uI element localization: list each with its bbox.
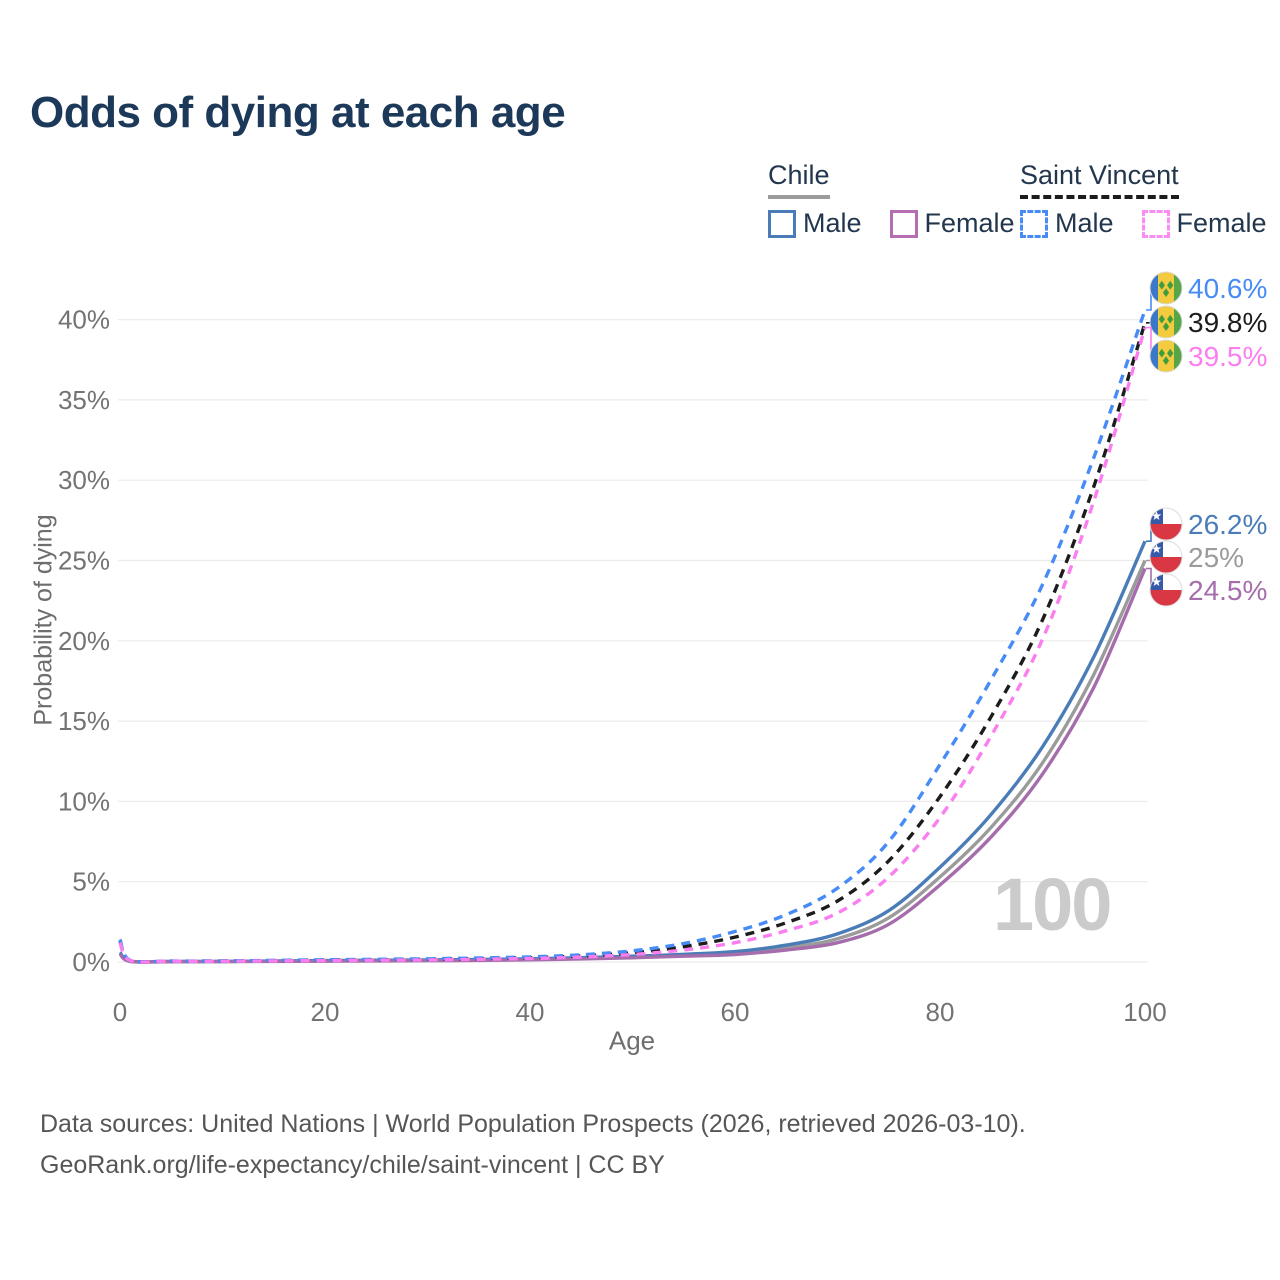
legend-group-chile: Chile Male Female — [768, 160, 1015, 239]
saint-vincent-flag-icon — [1149, 339, 1183, 373]
y-tick-label: 5% — [72, 867, 110, 897]
end-label-value: 24.5% — [1188, 575, 1267, 606]
saint-vincent-line-sample — [1020, 195, 1179, 199]
chile-line-sample — [768, 195, 830, 199]
y-tick-label: 30% — [58, 465, 110, 495]
chile-female-swatch-icon — [889, 209, 918, 238]
legend-item-saint-vincent-female-label: Female — [1176, 208, 1267, 238]
legend-item-chile-female-label: Female — [924, 208, 1015, 238]
end-label-saint-vincent-male: 40.6% — [1146, 271, 1267, 311]
chile-flag-icon — [1149, 540, 1183, 574]
y-tick-label: 25% — [58, 546, 110, 576]
footer-attribution: GeoRank.org/life-expectancy/chile/saint-… — [40, 1151, 665, 1179]
end-label-value: 40.6% — [1188, 273, 1267, 304]
legend-item-saint-vincent-male-label: Male — [1055, 208, 1114, 238]
x-tick-label: 20 — [311, 997, 340, 1027]
y-tick-label: 15% — [58, 706, 110, 736]
x-tick-label: 0 — [113, 997, 127, 1027]
x-tick-label: 80 — [926, 997, 955, 1027]
legend-item-saint-vincent-male[interactable]: Male — [1020, 208, 1114, 239]
saint-vincent-flag-icon — [1149, 271, 1183, 305]
series-line-saint-vincent-total — [118, 322, 1147, 964]
y-tick-label: 20% — [58, 626, 110, 656]
y-axis-title: Probability of dying — [29, 514, 58, 726]
legend-item-chile-male[interactable]: Male — [768, 208, 862, 239]
grid-lines: 0% 5% 10% 15% 20% 25% 30% 35% 40% — [58, 305, 1148, 977]
x-tick-label: 60 — [721, 997, 750, 1027]
x-axis-title: Age — [608, 1025, 656, 1056]
y-tick-label: 40% — [58, 305, 110, 335]
chile-flag-icon — [1149, 507, 1183, 541]
legend-item-saint-vincent-female[interactable]: Female — [1141, 208, 1267, 239]
end-label-value: 25% — [1188, 542, 1244, 573]
hover-age-watermark: 100 — [993, 863, 1112, 946]
end-label-chile-total: 25% — [1146, 540, 1244, 574]
chile-male-swatch-icon — [768, 209, 796, 238]
x-tick-label: 40 — [516, 997, 545, 1027]
legend-group-chile-header: Chile — [768, 160, 830, 199]
series-line-saint-vincent-female — [118, 327, 1147, 964]
legend-group-saint-vincent-items: Male Female — [1020, 208, 1267, 239]
legend-item-chile-male-label: Male — [803, 208, 862, 238]
page-title: Odds of dying at each age — [30, 88, 566, 137]
saint-vincent-male-swatch-icon — [1020, 209, 1048, 238]
chile-flag-icon — [1149, 573, 1183, 607]
series-line-chile-total — [118, 559, 1147, 964]
end-label-value: 39.8% — [1188, 307, 1267, 338]
legend-group-saint-vincent: Saint Vincent Male Female — [1020, 160, 1267, 239]
end-label-chile-male: 26.2% — [1146, 507, 1267, 542]
legend-group-saint-vincent-header: Saint Vincent — [1020, 160, 1179, 199]
series-line-chile-female — [118, 567, 1147, 964]
end-label-chile-female: 24.5% — [1146, 567, 1267, 607]
end-label-saint-vincent-total: 39.8% — [1146, 305, 1267, 339]
legend-group-saint-vincent-label: Saint Vincent — [1020, 160, 1179, 190]
end-label-value: 26.2% — [1188, 509, 1267, 540]
legend-group-chile-items: Male Female — [768, 208, 1015, 239]
footer: Data sources: United Nations | World Pop… — [40, 1104, 1026, 1186]
y-tick-label: 35% — [58, 385, 110, 415]
saint-vincent-female-swatch-icon — [1141, 209, 1170, 238]
end-label-saint-vincent-female: 39.5% — [1146, 326, 1267, 373]
saint-vincent-flag-icon — [1149, 305, 1183, 339]
legend-group-chile-label: Chile — [768, 160, 830, 190]
x-tick-label: 100 — [1123, 997, 1166, 1027]
footer-data-sources: Data sources: United Nations | World Pop… — [40, 1110, 1026, 1138]
y-tick-label: 0% — [72, 947, 110, 977]
series-line-chile-male — [118, 540, 1147, 964]
legend-item-chile-female[interactable]: Female — [889, 208, 1015, 239]
end-label-value: 39.5% — [1188, 341, 1267, 372]
y-tick-label: 10% — [58, 786, 110, 816]
legend: Chile Male Female Saint Vincent — [0, 160, 1280, 250]
series-line-saint-vincent-male — [118, 309, 1147, 964]
